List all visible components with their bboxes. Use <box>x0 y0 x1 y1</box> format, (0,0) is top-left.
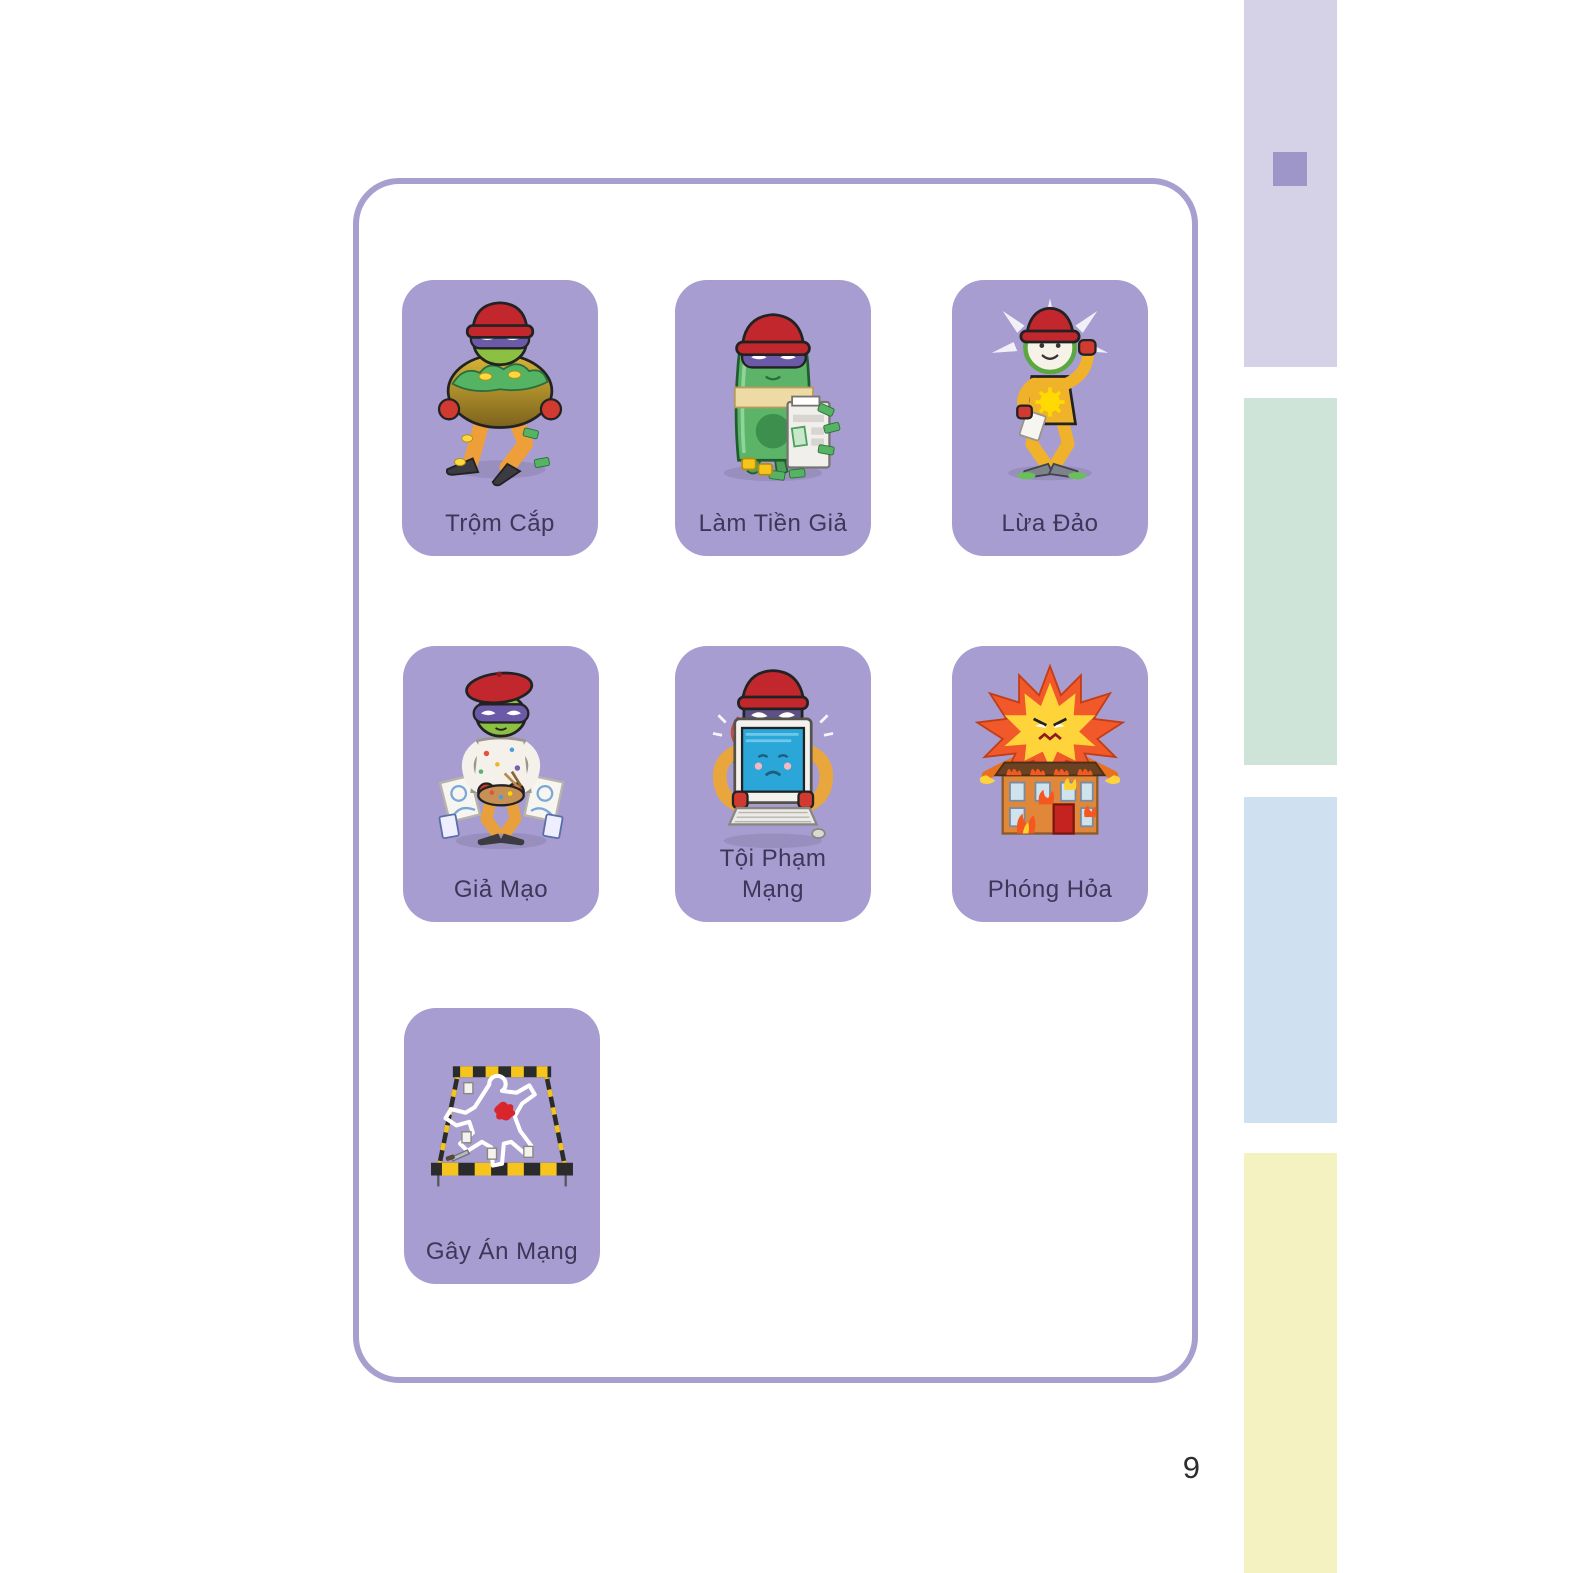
sun-emblem <box>1035 387 1065 417</box>
roof-flames <box>1006 768 1093 776</box>
chapter-tab-blue <box>1244 797 1337 1123</box>
chapter-tab-green <box>1244 398 1337 765</box>
card-label: Phóng Hỏa <box>987 876 1113 904</box>
crime-card-murder: Gây Án Mạng <box>404 1008 600 1284</box>
counterfeit-money-printer-icon <box>723 313 841 482</box>
card-label: Tội Phạm Mạng <box>719 844 827 904</box>
crime-card-counterfeiting: Làm Tiền Giả <box>675 280 871 556</box>
crime-card-theft: Trộm Cắp <box>402 280 598 556</box>
forged-painting <box>523 774 565 823</box>
evidence-markers <box>461 1082 534 1160</box>
cybercriminal-computer-icon <box>712 669 834 849</box>
card-label: Trộm Cắp <box>445 510 555 538</box>
knife-icon <box>450 1149 471 1162</box>
forger-artist-palette-icon <box>438 671 565 849</box>
card-label: Làm Tiền Giả <box>698 510 848 538</box>
thief-money-sack-icon <box>437 301 563 487</box>
crime-scene-body-outline-icon <box>431 1066 573 1187</box>
crime-card-fraud: Lừa Đảo <box>952 280 1148 556</box>
fraudster-charmer-icon <box>991 298 1109 481</box>
arsonist-burning-house-icon <box>974 663 1126 835</box>
card-label: Lừa Đảo <box>1001 510 1099 538</box>
page-number: 9 <box>1182 1450 1200 1485</box>
card-label: Giả Mạo <box>453 876 549 904</box>
chalk-body-outline <box>443 1073 537 1168</box>
crime-card-cybercrime: Tội Phạm Mạng <box>675 646 871 922</box>
chapter-tab-yellow <box>1244 1153 1337 1573</box>
chapter-tab-marker-square <box>1273 152 1307 186</box>
crime-card-forgery: Giả Mạo <box>403 646 599 922</box>
card-label: Gây Án Mạng <box>425 1238 579 1266</box>
crime-card-arson: Phóng Hỏa <box>952 646 1148 922</box>
blood-stain <box>494 1101 516 1121</box>
